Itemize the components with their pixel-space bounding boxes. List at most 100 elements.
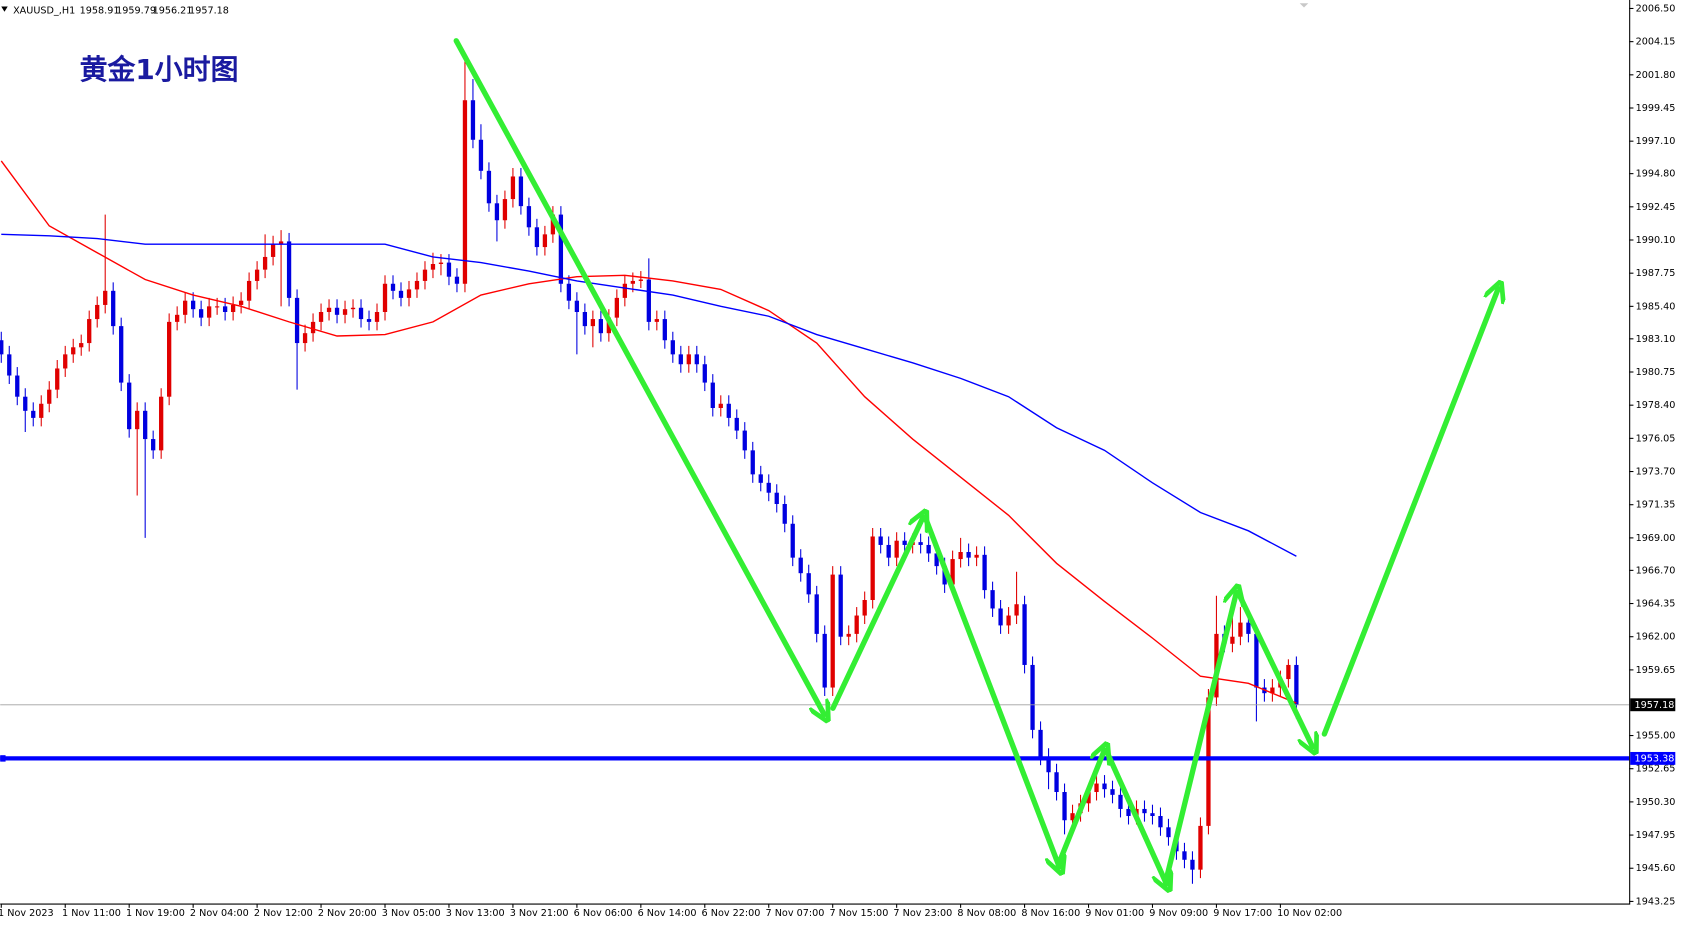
candle-body [1158, 816, 1163, 828]
candle-body [1014, 604, 1019, 616]
candle-body [966, 552, 971, 558]
candle-body [974, 554, 979, 558]
candle-body [862, 600, 867, 616]
x-tick-label: 10 Nov 02:00 [1277, 908, 1342, 919]
scroll-marker [1299, 3, 1309, 8]
y-tick-label: 1976.05 [1636, 433, 1676, 444]
candle-body [111, 290, 116, 327]
candle-body [470, 100, 476, 140]
candle-body [430, 264, 436, 270]
candle-body [350, 307, 356, 310]
candle-body [87, 319, 92, 344]
x-tick-label: 6 Nov 14:00 [638, 908, 697, 919]
candle-body [990, 590, 995, 609]
candle-body [526, 206, 532, 228]
candle-body [630, 280, 635, 284]
candle-body [446, 262, 452, 277]
candle-body [1118, 794, 1123, 809]
candle-body [822, 633, 827, 688]
candle-body [7, 354, 12, 376]
candle-body [686, 354, 691, 365]
candle-body [494, 203, 500, 221]
candle-body [175, 314, 180, 322]
candle-body [678, 354, 683, 365]
candle-body [1190, 859, 1195, 870]
y-tick-label: 1999.45 [1636, 103, 1676, 114]
arrow [1103, 748, 1167, 884]
header-value: 1959.79 [116, 6, 156, 17]
y-tick-label: 1997.10 [1636, 136, 1676, 147]
candle-body [143, 410, 148, 440]
candle-body [1030, 664, 1035, 730]
y-tick-label: 1980.75 [1636, 367, 1676, 378]
plot-layer [0, 56, 1630, 884]
arrow [453, 38, 824, 715]
y-tick-label: 1983.10 [1636, 334, 1676, 345]
candle-body [502, 199, 508, 221]
candle-body [39, 403, 44, 418]
candle-body [238, 300, 244, 305]
candle-body [366, 319, 372, 322]
candle-body [398, 290, 404, 298]
x-tick-label: 6 Nov 22:00 [702, 908, 761, 919]
x-tick-label: 2 Nov 12:00 [254, 908, 313, 919]
candle-body [734, 417, 739, 431]
candle-body [358, 307, 364, 320]
x-tick-label: 7 Nov 15:00 [829, 908, 888, 919]
x-tick-label: 3 Nov 13:00 [446, 908, 505, 919]
candle-body [710, 382, 715, 409]
price-label: 1953.38 [1635, 753, 1675, 764]
candle-body [1094, 783, 1099, 793]
candle-body [286, 241, 292, 298]
y-tick-label: 1969.00 [1636, 533, 1676, 544]
y-tick-label: 1992.45 [1636, 202, 1676, 213]
candle-body [662, 319, 667, 341]
candle-body [574, 300, 580, 313]
candle-body [1286, 664, 1291, 680]
candle-body [894, 540, 899, 558]
candle-body [127, 382, 132, 430]
y-tick-label: 1943.25 [1636, 896, 1676, 907]
candle-body [1054, 772, 1059, 793]
candle-body [374, 312, 380, 322]
y-tick-label: 1955.00 [1636, 731, 1676, 742]
candle-body [390, 283, 396, 291]
candle-body [518, 176, 524, 207]
candle-body [342, 309, 348, 315]
y-tick-label: 1959.65 [1636, 665, 1676, 676]
candle-body [1142, 808, 1147, 814]
candle-body [246, 280, 252, 301]
candle-body [1070, 813, 1075, 821]
candle-body [590, 319, 596, 327]
y-tick-label: 1994.80 [1636, 169, 1676, 180]
candle-body [79, 343, 84, 348]
candle-body [1022, 604, 1027, 665]
candle-body [750, 450, 755, 475]
x-tick-label: 8 Nov 16:00 [1021, 908, 1080, 919]
symbol: XAUUSD_,H1 [13, 6, 75, 17]
candle-body [0, 340, 4, 355]
arrow [1321, 289, 1498, 737]
candle-body [198, 309, 204, 318]
candle-body [870, 536, 875, 601]
candle-body [542, 234, 548, 248]
price-label-box [1630, 698, 1676, 712]
candle-body [206, 306, 212, 318]
candle-body [902, 540, 907, 545]
arrow [1162, 592, 1237, 885]
candle-body [582, 312, 588, 327]
candle-body [950, 559, 955, 585]
price-line-handle [0, 755, 6, 762]
candle-body [414, 280, 420, 290]
header-value: 1956.21 [153, 6, 193, 17]
candle-body [982, 554, 987, 591]
candle-body [718, 403, 723, 409]
candle-body [71, 347, 76, 355]
x-tick-label: 8 Nov 08:00 [957, 908, 1016, 919]
candle-body [462, 100, 468, 284]
candle-body [1150, 813, 1155, 817]
candle-body [550, 214, 556, 235]
